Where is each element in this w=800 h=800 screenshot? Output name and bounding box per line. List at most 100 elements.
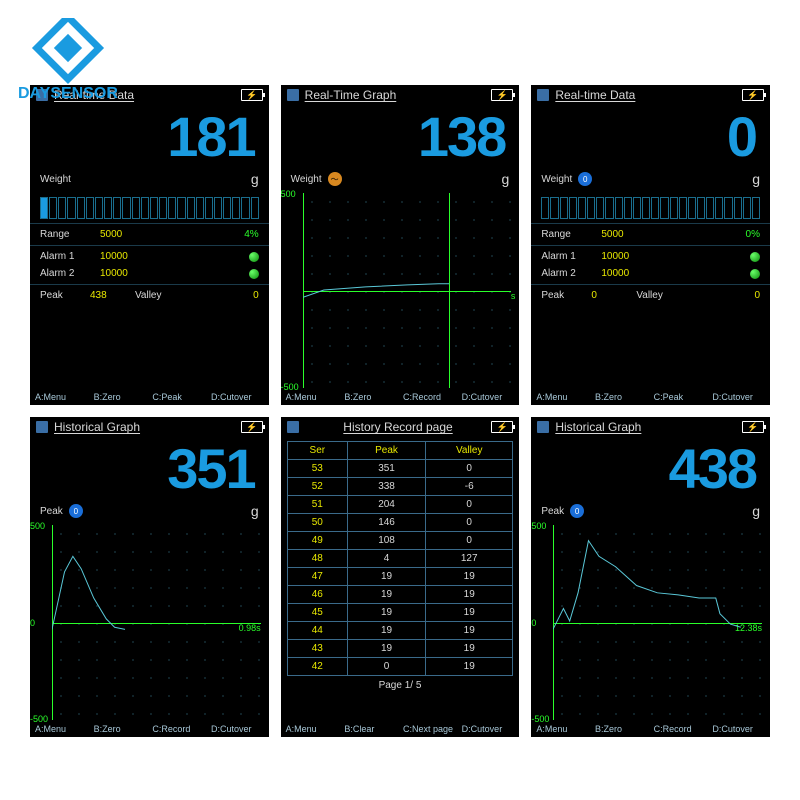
main-value: 0	[531, 105, 770, 165]
softkey-d[interactable]: D:Cutover	[709, 724, 768, 734]
softkey-d[interactable]: D:Cutover	[208, 724, 267, 734]
table-row: 501460	[287, 514, 513, 532]
battery-icon: ⚡	[742, 421, 764, 433]
alarm2-label: Alarm 2	[541, 268, 601, 279]
softkey-b[interactable]: B:Zero	[592, 392, 651, 402]
range-label: Range	[40, 229, 100, 240]
table-row: 484127	[287, 550, 513, 568]
softkey-a[interactable]: A:Menu	[533, 724, 592, 734]
peak-label: Peak	[40, 290, 90, 301]
col-valley: Valley	[426, 442, 513, 460]
alarm1-label: Alarm 1	[541, 251, 601, 262]
softkey-c[interactable]: C:Peak	[149, 392, 208, 402]
table-row: 441919	[287, 622, 513, 640]
graph-curve	[303, 193, 512, 402]
alarm1-value: 10000	[100, 251, 170, 262]
softkey-c[interactable]: C:Record	[651, 724, 710, 734]
alarm2-label: Alarm 2	[40, 268, 100, 279]
softkey-b[interactable]: B:Zero	[341, 392, 400, 402]
main-value: 138	[281, 105, 520, 165]
zero-badge-icon: 0	[69, 504, 83, 518]
softkey-b[interactable]: B:Zero	[91, 392, 150, 402]
softkey-b[interactable]: B:Clear	[341, 724, 400, 734]
graph-curve	[553, 525, 762, 734]
y-zero-label: 0	[531, 618, 536, 628]
table-row: 451919	[287, 604, 513, 622]
y-max-label: 500	[281, 189, 296, 199]
screen-historical-graph-1: Historical Graph ⚡ 351 Peak 0 g 500 0 -5…	[30, 417, 269, 737]
weight-label: Weight	[40, 174, 71, 185]
battery-icon: ⚡	[491, 89, 513, 101]
unit-label: g	[752, 171, 760, 187]
range-bar	[541, 197, 760, 219]
alarm2-value: 10000	[100, 268, 170, 279]
alarm1-label: Alarm 1	[40, 251, 100, 262]
table-row: 512040	[287, 496, 513, 514]
softkey-d[interactable]: D:Cutover	[208, 392, 267, 402]
book-icon	[36, 421, 48, 433]
book-icon	[537, 89, 549, 101]
softkey-a[interactable]: A:Menu	[533, 392, 592, 402]
alarm2-led-icon	[750, 269, 760, 279]
softkey-c[interactable]: C:Peak	[651, 392, 710, 402]
screen-realtime-data-2: Real-time Data ⚡ 0 Weight 0 g Range 5000…	[531, 85, 770, 405]
softkey-b[interactable]: B:Zero	[592, 724, 651, 734]
alarm1-led-icon	[249, 252, 259, 262]
history-table: Ser Peak Valley 53351052338-651204050146…	[287, 441, 514, 676]
softkey-a[interactable]: A:Menu	[32, 724, 91, 734]
peak-label: Peak	[40, 506, 63, 517]
page-indicator: Page 1/ 5	[281, 680, 520, 691]
table-row: 471919	[287, 568, 513, 586]
col-peak: Peak	[347, 442, 425, 460]
valley-value: 0	[214, 290, 259, 301]
softkey-d[interactable]: D:Cutover	[459, 724, 518, 734]
peak-value: 0	[591, 290, 636, 301]
screen-title: Historical Graph	[54, 420, 241, 434]
table-row: 431919	[287, 640, 513, 658]
softkey-a[interactable]: A:Menu	[283, 392, 342, 402]
range-bar	[40, 197, 259, 219]
softkey-c[interactable]: C:Next page	[400, 724, 459, 734]
x-axis-label: s	[511, 291, 516, 301]
softkey-c[interactable]: C:Record	[400, 392, 459, 402]
softkey-b[interactable]: B:Zero	[91, 724, 150, 734]
screen-historical-graph-2: Historical Graph ⚡ 438 Peak 0 g 500 0 -5…	[531, 417, 770, 737]
peak-value: 438	[90, 290, 135, 301]
softkey-a[interactable]: A:Menu	[283, 724, 342, 734]
brand-text: DAYSENSOR	[18, 85, 118, 102]
main-value: 181	[30, 105, 269, 165]
screen-title: Real-Time Graph	[305, 88, 492, 102]
range-pct: 0%	[746, 229, 760, 240]
unit-label: g	[251, 503, 259, 519]
valley-label: Valley	[135, 290, 185, 301]
main-value: 351	[30, 437, 269, 497]
alarm2-led-icon	[249, 269, 259, 279]
peak-label: Peak	[541, 290, 591, 301]
main-value: 438	[531, 437, 770, 497]
alarm1-led-icon	[750, 252, 760, 262]
y-zero-label: 0	[30, 618, 35, 628]
range-value: 5000	[100, 229, 170, 240]
alarm1-value: 10000	[601, 251, 671, 262]
range-pct: 4%	[244, 229, 258, 240]
wave-badge-icon: 〜	[328, 172, 342, 186]
softkey-a[interactable]: A:Menu	[32, 392, 91, 402]
softkey-d[interactable]: D:Cutover	[709, 392, 768, 402]
y-min-label: -500	[281, 382, 299, 392]
screen-realtime-data-1: Real-time Data ⚡ 181 Weight g Range 5000…	[30, 85, 269, 405]
battery-icon: ⚡	[241, 89, 263, 101]
battery-icon: ⚡	[241, 421, 263, 433]
table-row: 42019	[287, 658, 513, 676]
battery-icon: ⚡	[742, 89, 764, 101]
screens-grid: Real-time Data ⚡ 181 Weight g Range 5000…	[30, 85, 770, 737]
book-icon	[287, 421, 299, 433]
softkey-c[interactable]: C:Record	[149, 724, 208, 734]
softkey-d[interactable]: D:Cutover	[459, 392, 518, 402]
screen-title: Historical Graph	[555, 420, 742, 434]
range-value: 5000	[601, 229, 671, 240]
softkey-bar: A:Menu B:Zero C:Record D:Cutover	[531, 724, 770, 734]
col-ser: Ser	[287, 442, 347, 460]
historical-graph: 500 0 -500 0.98s	[52, 525, 261, 720]
zero-badge-icon: 0	[570, 504, 584, 518]
softkey-bar: A:Menu B:Zero C:Record D:Cutover	[30, 724, 269, 734]
